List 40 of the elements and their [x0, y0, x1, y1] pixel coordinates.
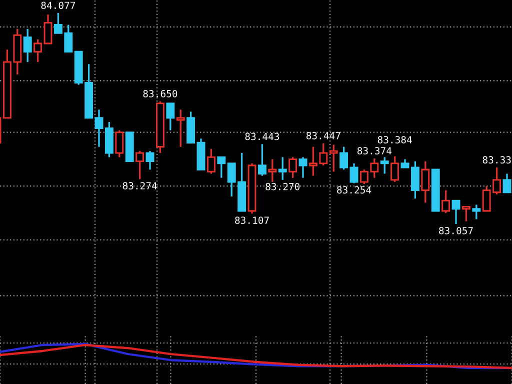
annotation: 83.254 — [337, 186, 372, 194]
candlestick — [146, 150, 154, 170]
annotation: 83.107 — [235, 216, 269, 224]
candlestick — [410, 160, 420, 200]
candlestick — [380, 156, 389, 175]
candlestick — [136, 150, 144, 180]
annotation: 83.057 — [439, 226, 473, 234]
candlestick — [206, 148, 216, 175]
candlestick — [217, 156, 226, 179]
candlestick — [288, 156, 298, 179]
annotation: 83.447 — [306, 132, 340, 140]
candlestick — [44, 14, 52, 44]
candlestick — [298, 156, 308, 179]
candlestick — [258, 143, 266, 177]
candlestick — [442, 189, 450, 214]
annotation: 83.270 — [266, 182, 300, 190]
candlestick — [502, 172, 512, 194]
annotation: 83.33 — [482, 156, 511, 164]
candlestick — [23, 28, 32, 63]
annotation: 83.384 — [378, 136, 412, 144]
candlestick — [462, 206, 470, 222]
candlestick — [94, 108, 104, 148]
candlestick — [472, 204, 481, 220]
candlestick — [350, 162, 358, 184]
candlestick — [390, 156, 400, 183]
candlestick — [268, 158, 277, 183]
annotation: 83.374 — [357, 147, 392, 154]
candlestick — [34, 38, 42, 63]
candlestick — [340, 146, 348, 170]
annotation: 83.274 — [122, 182, 157, 190]
candlestick — [452, 200, 460, 225]
candlestick — [115, 129, 124, 158]
candlestick — [166, 102, 175, 132]
candlestick — [278, 156, 287, 181]
annotation: 84.077 — [41, 2, 76, 10]
annotation: 83.650 — [143, 90, 178, 98]
candlestick — [176, 108, 185, 148]
candlestick — [329, 144, 338, 172]
candlestick — [421, 160, 430, 204]
annotation: 83.443 — [245, 132, 280, 140]
